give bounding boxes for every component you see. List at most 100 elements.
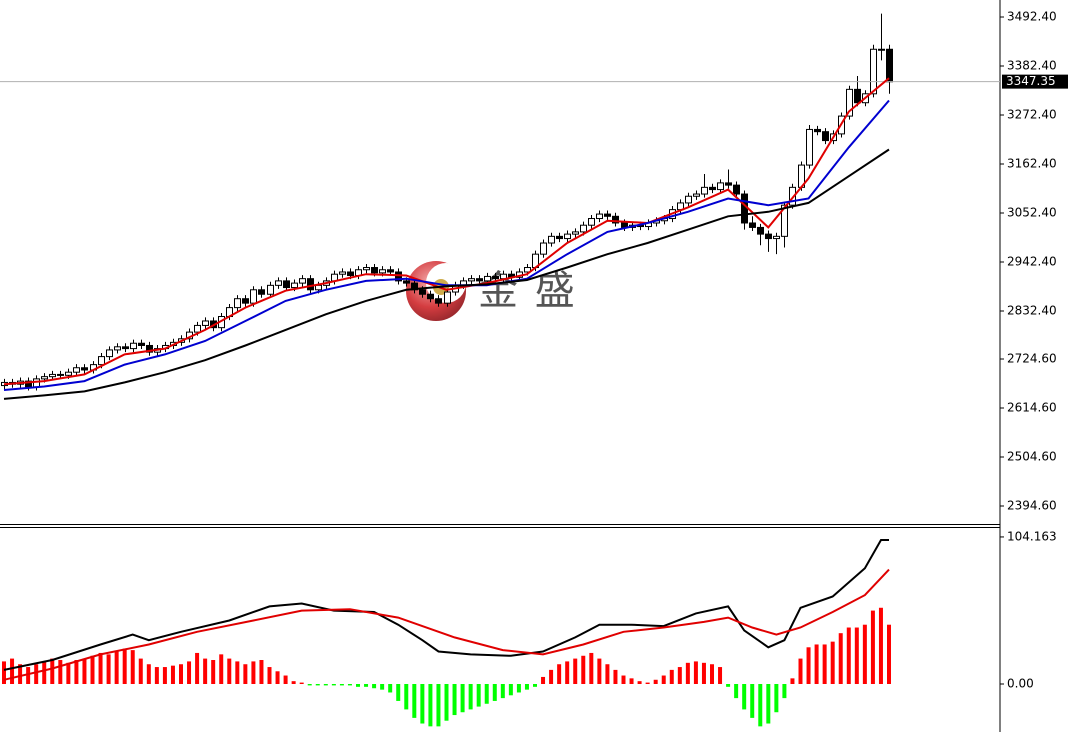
candle-body — [146, 344, 153, 353]
candle-body — [492, 275, 499, 280]
y-tick-label: 2832.40 — [1007, 303, 1057, 317]
histogram-bar — [669, 669, 674, 684]
candle-body — [106, 349, 113, 358]
histogram-bar — [742, 684, 747, 710]
candle-body — [291, 282, 298, 289]
candle-body — [267, 284, 274, 295]
candle-body — [73, 367, 80, 373]
y-tick-label: 2942.40 — [1007, 255, 1057, 269]
line-series — [3, 539, 889, 671]
candle-body — [693, 193, 700, 197]
histogram-bar — [283, 675, 288, 684]
candle-body — [242, 298, 249, 304]
histogram-bar — [82, 658, 87, 684]
candle-body — [596, 213, 603, 220]
histogram-bar — [211, 660, 216, 684]
candle-body — [202, 320, 209, 326]
histogram-bar — [460, 684, 465, 713]
candle-body — [347, 271, 354, 277]
candle-body — [435, 298, 442, 304]
histogram-bar — [114, 651, 119, 684]
histogram-bar — [710, 664, 714, 684]
histogram-bar — [878, 607, 883, 684]
candle-body — [886, 48, 893, 83]
candle-body — [781, 204, 788, 237]
histogram-bar — [774, 684, 779, 713]
candle-body — [81, 367, 88, 371]
histogram-bar — [637, 681, 642, 684]
histogram-bar — [267, 667, 272, 684]
histogram-bar — [34, 664, 39, 684]
histogram-bar — [436, 684, 441, 727]
candle-body — [604, 213, 611, 217]
histogram-bar — [500, 684, 505, 699]
histogram-bar — [854, 627, 859, 684]
histogram-bar — [782, 684, 787, 699]
candle-body — [468, 278, 475, 282]
histogram-bar — [766, 684, 771, 724]
histogram-bar — [138, 658, 143, 684]
histogram-bar — [565, 661, 570, 684]
histogram-bar — [2, 661, 6, 684]
candle-body — [387, 269, 394, 273]
histogram-bar — [396, 684, 401, 701]
y-tick-label: 2394.60 — [1007, 499, 1057, 513]
histogram-bar — [58, 660, 63, 684]
histogram-bar — [516, 684, 521, 693]
histogram-bar — [404, 684, 409, 710]
histogram-bar — [130, 650, 135, 684]
histogram-bar — [484, 684, 489, 704]
histogram-bar — [235, 661, 240, 684]
candle-body — [371, 267, 378, 274]
histogram-bar — [822, 644, 827, 684]
line-series — [3, 77, 890, 386]
histogram-bar — [524, 684, 529, 690]
histogram-bar — [98, 652, 103, 684]
candle-body — [122, 346, 129, 350]
candle-body — [250, 289, 257, 304]
histogram-bar — [18, 664, 23, 684]
candle-body — [580, 224, 587, 233]
candle-body — [685, 195, 692, 204]
histogram-bar — [468, 684, 473, 710]
current-price-box — [1002, 74, 1068, 89]
histogram-bar — [90, 655, 95, 684]
candle-body — [878, 48, 885, 51]
candle-body — [57, 373, 64, 376]
histogram-bar — [677, 667, 682, 684]
histogram-bar — [750, 684, 755, 718]
histogram-bar — [589, 652, 594, 684]
candle-body — [299, 278, 306, 284]
histogram-bar — [26, 667, 31, 684]
candle-body — [814, 128, 821, 133]
candle-body — [379, 269, 386, 274]
candle-body — [822, 131, 829, 142]
candle-body — [33, 378, 40, 388]
candle-body — [524, 267, 531, 273]
histogram-bar — [380, 684, 385, 690]
candle-body — [363, 267, 370, 271]
candle-body — [540, 242, 547, 255]
candle-body — [870, 48, 877, 95]
current-price-label: 3347.35 — [1006, 74, 1056, 88]
histogram-bar — [492, 684, 497, 701]
histogram-bar — [549, 669, 554, 684]
candle-body — [130, 342, 137, 350]
histogram-bar — [645, 682, 650, 684]
histogram-bar — [661, 675, 666, 684]
line-series — [3, 148, 890, 400]
candle-body — [717, 182, 724, 191]
histogram-bar — [734, 684, 739, 699]
histogram-bar — [420, 684, 425, 724]
histogram-bar — [243, 664, 248, 684]
candle-body — [484, 275, 491, 282]
histogram-bar — [838, 633, 843, 684]
histogram-bar — [533, 684, 537, 687]
candle-body — [556, 235, 563, 240]
histogram-bar — [887, 624, 891, 684]
histogram-bar — [605, 664, 610, 684]
histogram-bar — [323, 684, 328, 686]
candle-body — [307, 278, 314, 291]
histogram-bar — [701, 662, 706, 684]
histogram-bar — [203, 658, 208, 684]
